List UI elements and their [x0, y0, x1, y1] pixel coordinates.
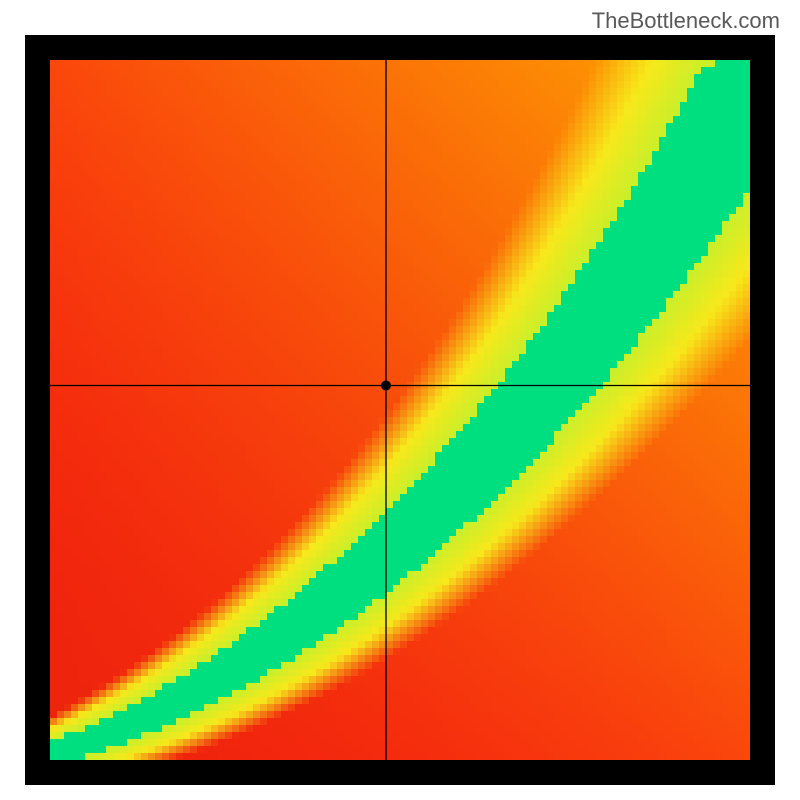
watermark-text: TheBottleneck.com [592, 8, 780, 34]
chart-outer-frame [25, 35, 775, 785]
crosshair-dot-icon [381, 381, 391, 391]
crosshair-overlay [50, 60, 750, 760]
heatmap-plot-area [50, 60, 750, 760]
